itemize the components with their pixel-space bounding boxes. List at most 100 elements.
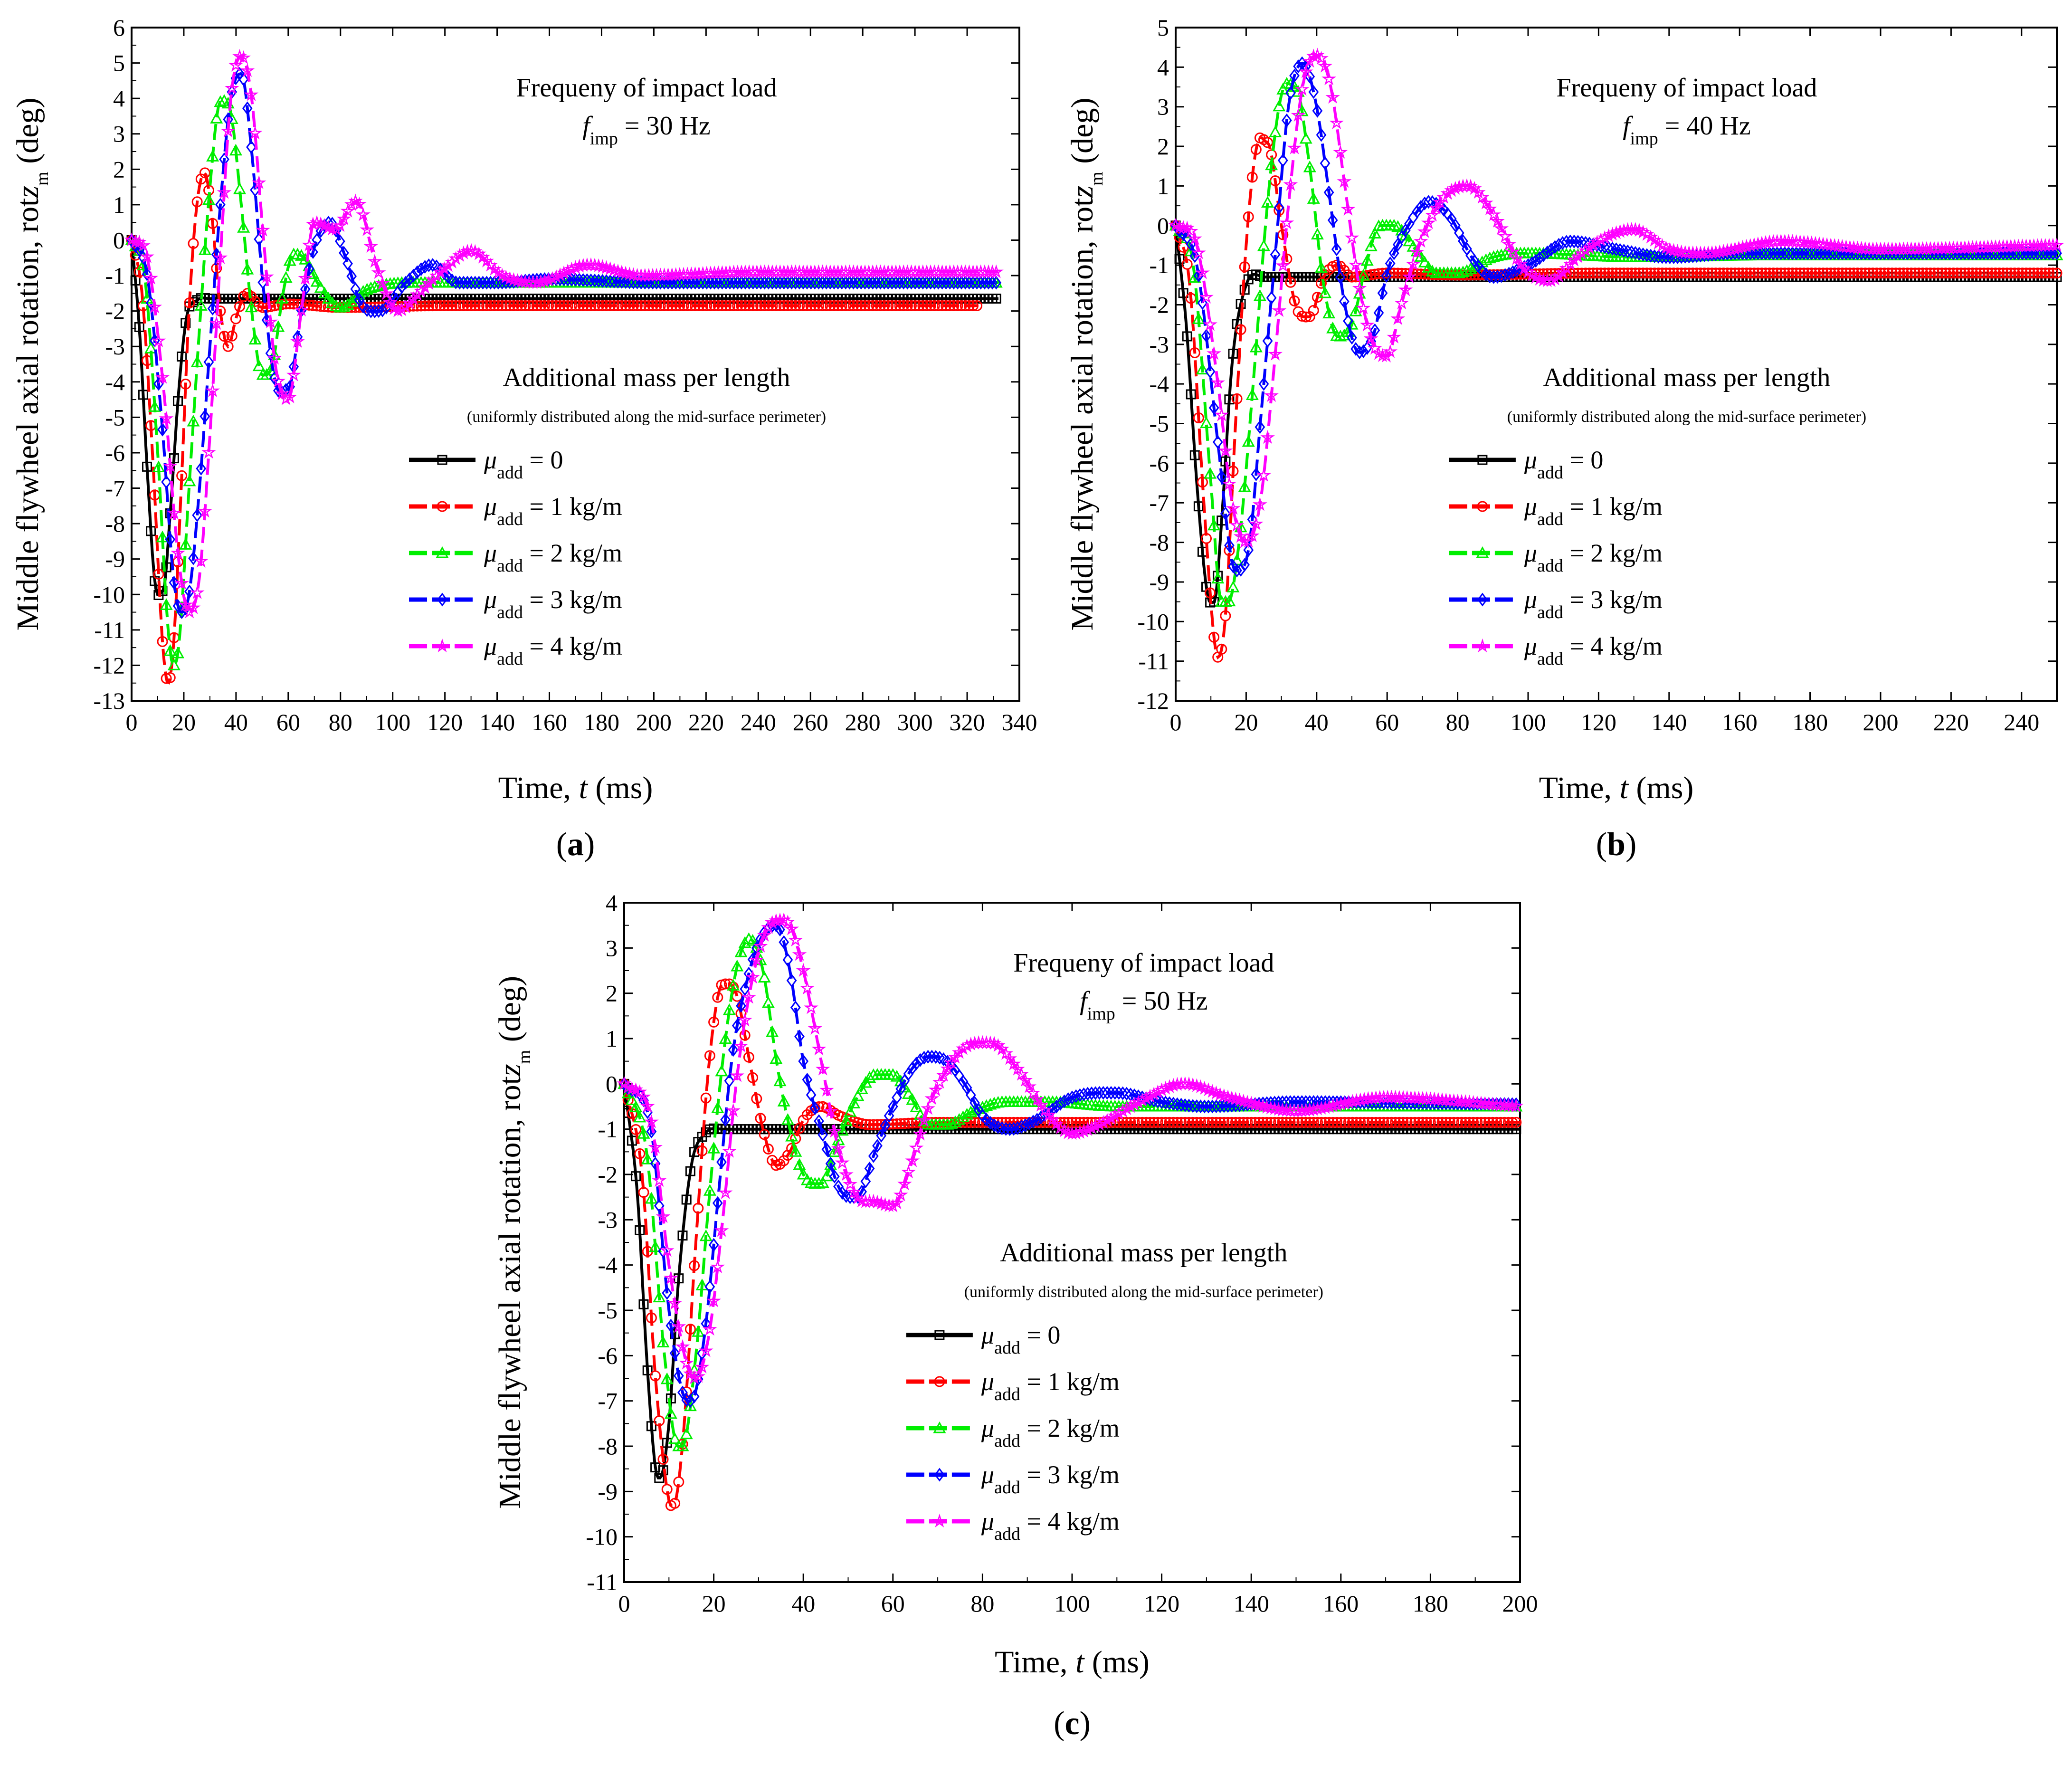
data-point — [259, 269, 274, 283]
data-point — [254, 232, 265, 247]
data-point — [1676, 267, 1687, 279]
data-point — [1178, 288, 1188, 298]
legend-item[interactable]: μadd = 2 kg/m — [409, 539, 622, 576]
data-point — [412, 265, 423, 279]
data-point — [583, 257, 599, 271]
y-tick-label: -9 — [1149, 569, 1169, 595]
legend-item[interactable]: μadd = 4 kg/m — [1449, 632, 1663, 669]
data-point — [975, 276, 986, 290]
data-point — [345, 295, 358, 307]
data-point — [1406, 257, 1421, 271]
data-point — [1285, 86, 1296, 100]
x-tick-label: 140 — [479, 709, 515, 735]
data-point — [340, 203, 355, 218]
legend-item[interactable]: μadd = 0 — [906, 1321, 1060, 1358]
data-point — [2028, 246, 2039, 260]
data-point — [1251, 467, 1262, 481]
x-tick-label: 200 — [636, 709, 672, 735]
x-axis-title: Time, t (ms) — [1539, 771, 1694, 805]
legend-item[interactable]: μadd = 1 kg/m — [906, 1367, 1120, 1404]
data-point — [617, 275, 627, 289]
legend-item[interactable]: μadd = 1 kg/m — [409, 492, 622, 529]
legend-item[interactable]: μadd = 2 kg/m — [1449, 539, 1663, 576]
data-point — [396, 280, 407, 294]
data-point — [1967, 267, 1978, 279]
legend-item[interactable]: μadd = 2 kg/m — [906, 1414, 1120, 1451]
data-point — [1601, 228, 1616, 242]
y-tick-label: -8 — [598, 1433, 618, 1460]
legend-item[interactable]: μadd = 3 kg/m — [906, 1460, 1120, 1498]
data-point — [786, 276, 797, 290]
data-point — [276, 299, 288, 310]
data-point — [361, 283, 374, 295]
legend-label: μadd = 3 kg/m — [981, 1460, 1120, 1498]
data-point — [632, 275, 643, 289]
data-point — [627, 300, 639, 311]
data-point — [1829, 267, 1840, 279]
data-point — [1316, 128, 1327, 142]
legend-item[interactable]: μadd = 0 — [1449, 446, 1603, 483]
data-point — [879, 300, 890, 311]
x-tick-label: 120 — [427, 709, 463, 735]
y-tick-label: -7 — [1149, 489, 1169, 516]
data-point — [644, 276, 654, 290]
data-point — [1846, 240, 1861, 254]
data-point — [1368, 227, 1381, 239]
y-tick-label: -6 — [1149, 450, 1169, 477]
legend-item[interactable]: μadd = 4 kg/m — [906, 1507, 1120, 1544]
data-point — [720, 300, 732, 311]
x-tick-label: 160 — [1323, 1590, 1359, 1617]
data-point — [233, 182, 247, 194]
y-tick-label: 0 — [606, 1070, 618, 1097]
data-point — [271, 373, 286, 388]
data-point — [1863, 267, 1875, 279]
data-point — [383, 295, 398, 309]
data-point — [1494, 221, 1509, 235]
x-tick-label: 40 — [791, 1590, 815, 1617]
data-point — [929, 300, 940, 311]
data-point — [852, 276, 863, 290]
data-point — [979, 276, 990, 290]
data-point — [1802, 267, 1814, 279]
data-point — [165, 532, 176, 546]
data-point — [1226, 501, 1241, 515]
x-tick-label: 80 — [1446, 709, 1470, 735]
legend-item[interactable]: μadd = 3 kg/m — [409, 585, 622, 622]
data-point — [952, 300, 963, 311]
data-point — [941, 276, 951, 290]
data-point — [794, 276, 805, 290]
x-tick-label: 140 — [1651, 709, 1687, 735]
data-point — [537, 274, 552, 288]
data-point — [1236, 563, 1246, 577]
legend-item[interactable]: μadd = 4 kg/m — [409, 632, 622, 669]
data-point — [1450, 218, 1461, 232]
data-point — [247, 125, 263, 140]
data-point — [554, 300, 566, 311]
data-point — [813, 300, 824, 311]
legend-item[interactable]: μadd = 1 kg/m — [1449, 492, 1663, 529]
y-axis-title: Middle flywheel axial rotation, rotzm (d… — [1065, 98, 1107, 631]
data-point — [1642, 248, 1652, 262]
data-point — [1538, 248, 1549, 262]
data-point — [469, 300, 481, 311]
data-point — [697, 300, 709, 311]
data-point — [1364, 331, 1378, 345]
x-tick-label: 200 — [1502, 1590, 1538, 1617]
data-point — [1561, 235, 1572, 249]
data-point — [1239, 558, 1250, 572]
data-point — [779, 276, 789, 290]
data-point — [1882, 267, 1894, 279]
data-point — [601, 300, 612, 311]
data-point — [404, 272, 415, 286]
data-point — [520, 300, 531, 311]
data-point — [1356, 300, 1371, 315]
data-point — [1768, 246, 1779, 260]
data-point — [1580, 236, 1591, 250]
data-point — [1706, 267, 1718, 279]
legend-item[interactable]: μadd = 3 kg/m — [1449, 585, 1663, 622]
data-point — [925, 276, 936, 290]
legend-item[interactable]: μadd = 0 — [409, 446, 563, 483]
y-tick-label: -7 — [105, 475, 125, 502]
data-point — [759, 276, 770, 290]
data-point — [647, 276, 658, 290]
